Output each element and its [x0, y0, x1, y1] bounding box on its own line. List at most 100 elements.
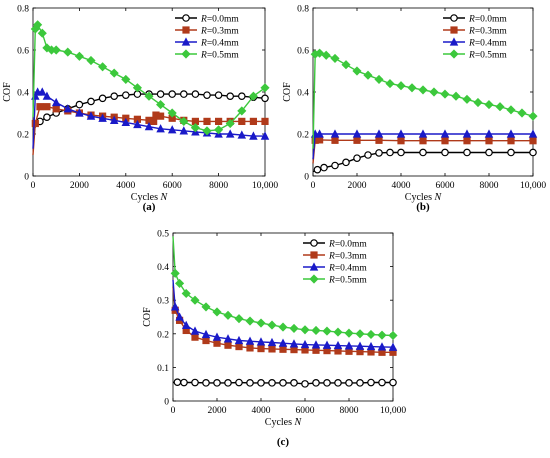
chart-b-data-point [440, 129, 450, 138]
chart-c-xtick-label: 4000 [252, 406, 271, 416]
chart-c-data-point [223, 310, 233, 320]
chart-c-data-point [322, 340, 332, 349]
chart-b-xtick-label: 10,000 [520, 181, 546, 191]
chart-b-data-point [313, 165, 322, 174]
chart-c-data-point [175, 312, 184, 321]
chart-b-legend-marker [449, 49, 459, 59]
chart-b-data-point [419, 137, 427, 145]
chart-c-legend-marker [310, 251, 318, 259]
chart-c-data-point [223, 334, 233, 343]
chart-c-data-point [190, 326, 200, 335]
chart-a-xtick-label: 6000 [163, 181, 182, 191]
chart-a-data-point [191, 90, 200, 98]
chart-c-ytick-label: 0.1 [157, 364, 169, 374]
chart-a-data-point [98, 94, 107, 103]
chart-c-ylabel: COF [142, 307, 153, 327]
chart-a-data-point [238, 92, 246, 101]
chart-c-legend-entry: R=0.5mm [328, 276, 367, 286]
chart-a-data-point [37, 28, 47, 38]
chart-a-data-point [214, 117, 223, 125]
chart-a-data-point [144, 91, 154, 101]
chart-a-data-point [109, 68, 119, 78]
chart-b-ytick-label: 0.2 [297, 131, 309, 141]
chart-a-data-point [214, 91, 223, 99]
chart-b-panel-label: (b) [416, 201, 430, 213]
chart-a-data-point [43, 103, 51, 111]
chart-b-data-point [374, 129, 384, 138]
chart-a-data-point [156, 90, 165, 98]
chart-c-data-point [312, 379, 320, 387]
chart-c-data-point [235, 342, 243, 351]
chart-c-data-point [322, 326, 332, 336]
chart-c-data-point [377, 330, 387, 340]
chart-b-data-point [320, 163, 328, 172]
chart-c-data-point [170, 268, 180, 278]
chart-a-data-point [51, 97, 61, 107]
chart-c-data-point [290, 379, 298, 387]
chart-b-xlabel: Cycles N [405, 192, 443, 203]
chart-b-legend-entry: R=0.5mm [468, 51, 507, 61]
chart-a-data-point [110, 92, 119, 101]
chart-a-data-point [260, 83, 270, 93]
chart-a-data-point [249, 131, 258, 140]
chart-a-data-point [75, 108, 84, 117]
chart-b-data-point [529, 148, 537, 157]
chart-b-data-point [352, 129, 362, 138]
chart-c-data-point [311, 325, 321, 336]
chart-b-data-point [315, 136, 324, 144]
chart-a-data-point [261, 117, 269, 125]
chart-a-legend-marker [182, 26, 190, 34]
chart-b-data-point [485, 137, 493, 145]
chart-c-data-point [181, 288, 191, 299]
chart-c-series-0 [172, 378, 397, 388]
chart-a-data-point [121, 117, 131, 127]
chart-b-data-point [374, 74, 384, 84]
chart-b-legend-entry: R=0.3mm [468, 27, 507, 37]
chart-b-data-point [529, 137, 537, 145]
chart-a-data-point [225, 118, 235, 129]
chart-a-data-point [214, 125, 224, 135]
chart-b-xtick-label: 8000 [480, 181, 499, 191]
chart-b-ytick-label: 0 [304, 173, 309, 183]
chart-a-data-point [51, 45, 61, 55]
chart-c-data-point [257, 344, 265, 353]
chart-c-data-point [356, 379, 364, 387]
chart-a-ytick-label: 0.4 [17, 89, 29, 99]
chart-c-data-point [344, 328, 354, 338]
chart-c-ytick-label: 0 [164, 398, 169, 408]
chart-a-data-point [52, 105, 60, 113]
chart-c-data-point [201, 329, 211, 339]
chart-a-legend: R=0.0mm R=0.3mm R=0.4mm R=0.5mm [175, 14, 239, 61]
chart-a-ytick-label: 0 [24, 173, 29, 183]
chart-a-data-point [42, 91, 52, 100]
chart-c-data-point [191, 333, 199, 341]
chart-c-ytick-label: 0.5 [157, 230, 169, 240]
chart-c-data-point [345, 379, 353, 387]
chart-c-data-point [212, 332, 222, 341]
chart-b-legend-entry: R=0.4mm [468, 39, 507, 49]
chart-b-data-point [353, 136, 361, 144]
chart-c-data-point [245, 336, 255, 345]
chart-b-data-point [331, 161, 339, 170]
chart-b-xtick-label: 2000 [348, 181, 367, 191]
chart-a-data-point [31, 119, 39, 128]
chart-c-data-point [301, 380, 309, 388]
chart-b-series-0 [312, 148, 537, 174]
chart-c-data-point [366, 341, 376, 351]
chart-c-data-point [367, 378, 375, 387]
chart-a-data-point [156, 112, 165, 120]
chart-a-data-point [33, 20, 43, 30]
chart-a-data-point [260, 131, 270, 140]
chart-a-data-point [156, 100, 166, 110]
chart-b-data-point [528, 111, 538, 121]
chart-a-legend-marker [181, 49, 191, 59]
chart-a-data-point [121, 74, 131, 84]
chart-c-data-point [201, 302, 211, 312]
chart-c-legend-entry: R=0.3mm [328, 252, 367, 262]
chart-c-legend-entry: R=0.0mm [328, 240, 367, 250]
chart-c-xtick-label: 8000 [340, 406, 359, 416]
chart-c-series-line [172, 381, 393, 385]
chart-c-data-point [181, 320, 191, 330]
chart-b-xtick-label: 0 [311, 181, 316, 191]
chart-b-data-point [441, 148, 449, 157]
